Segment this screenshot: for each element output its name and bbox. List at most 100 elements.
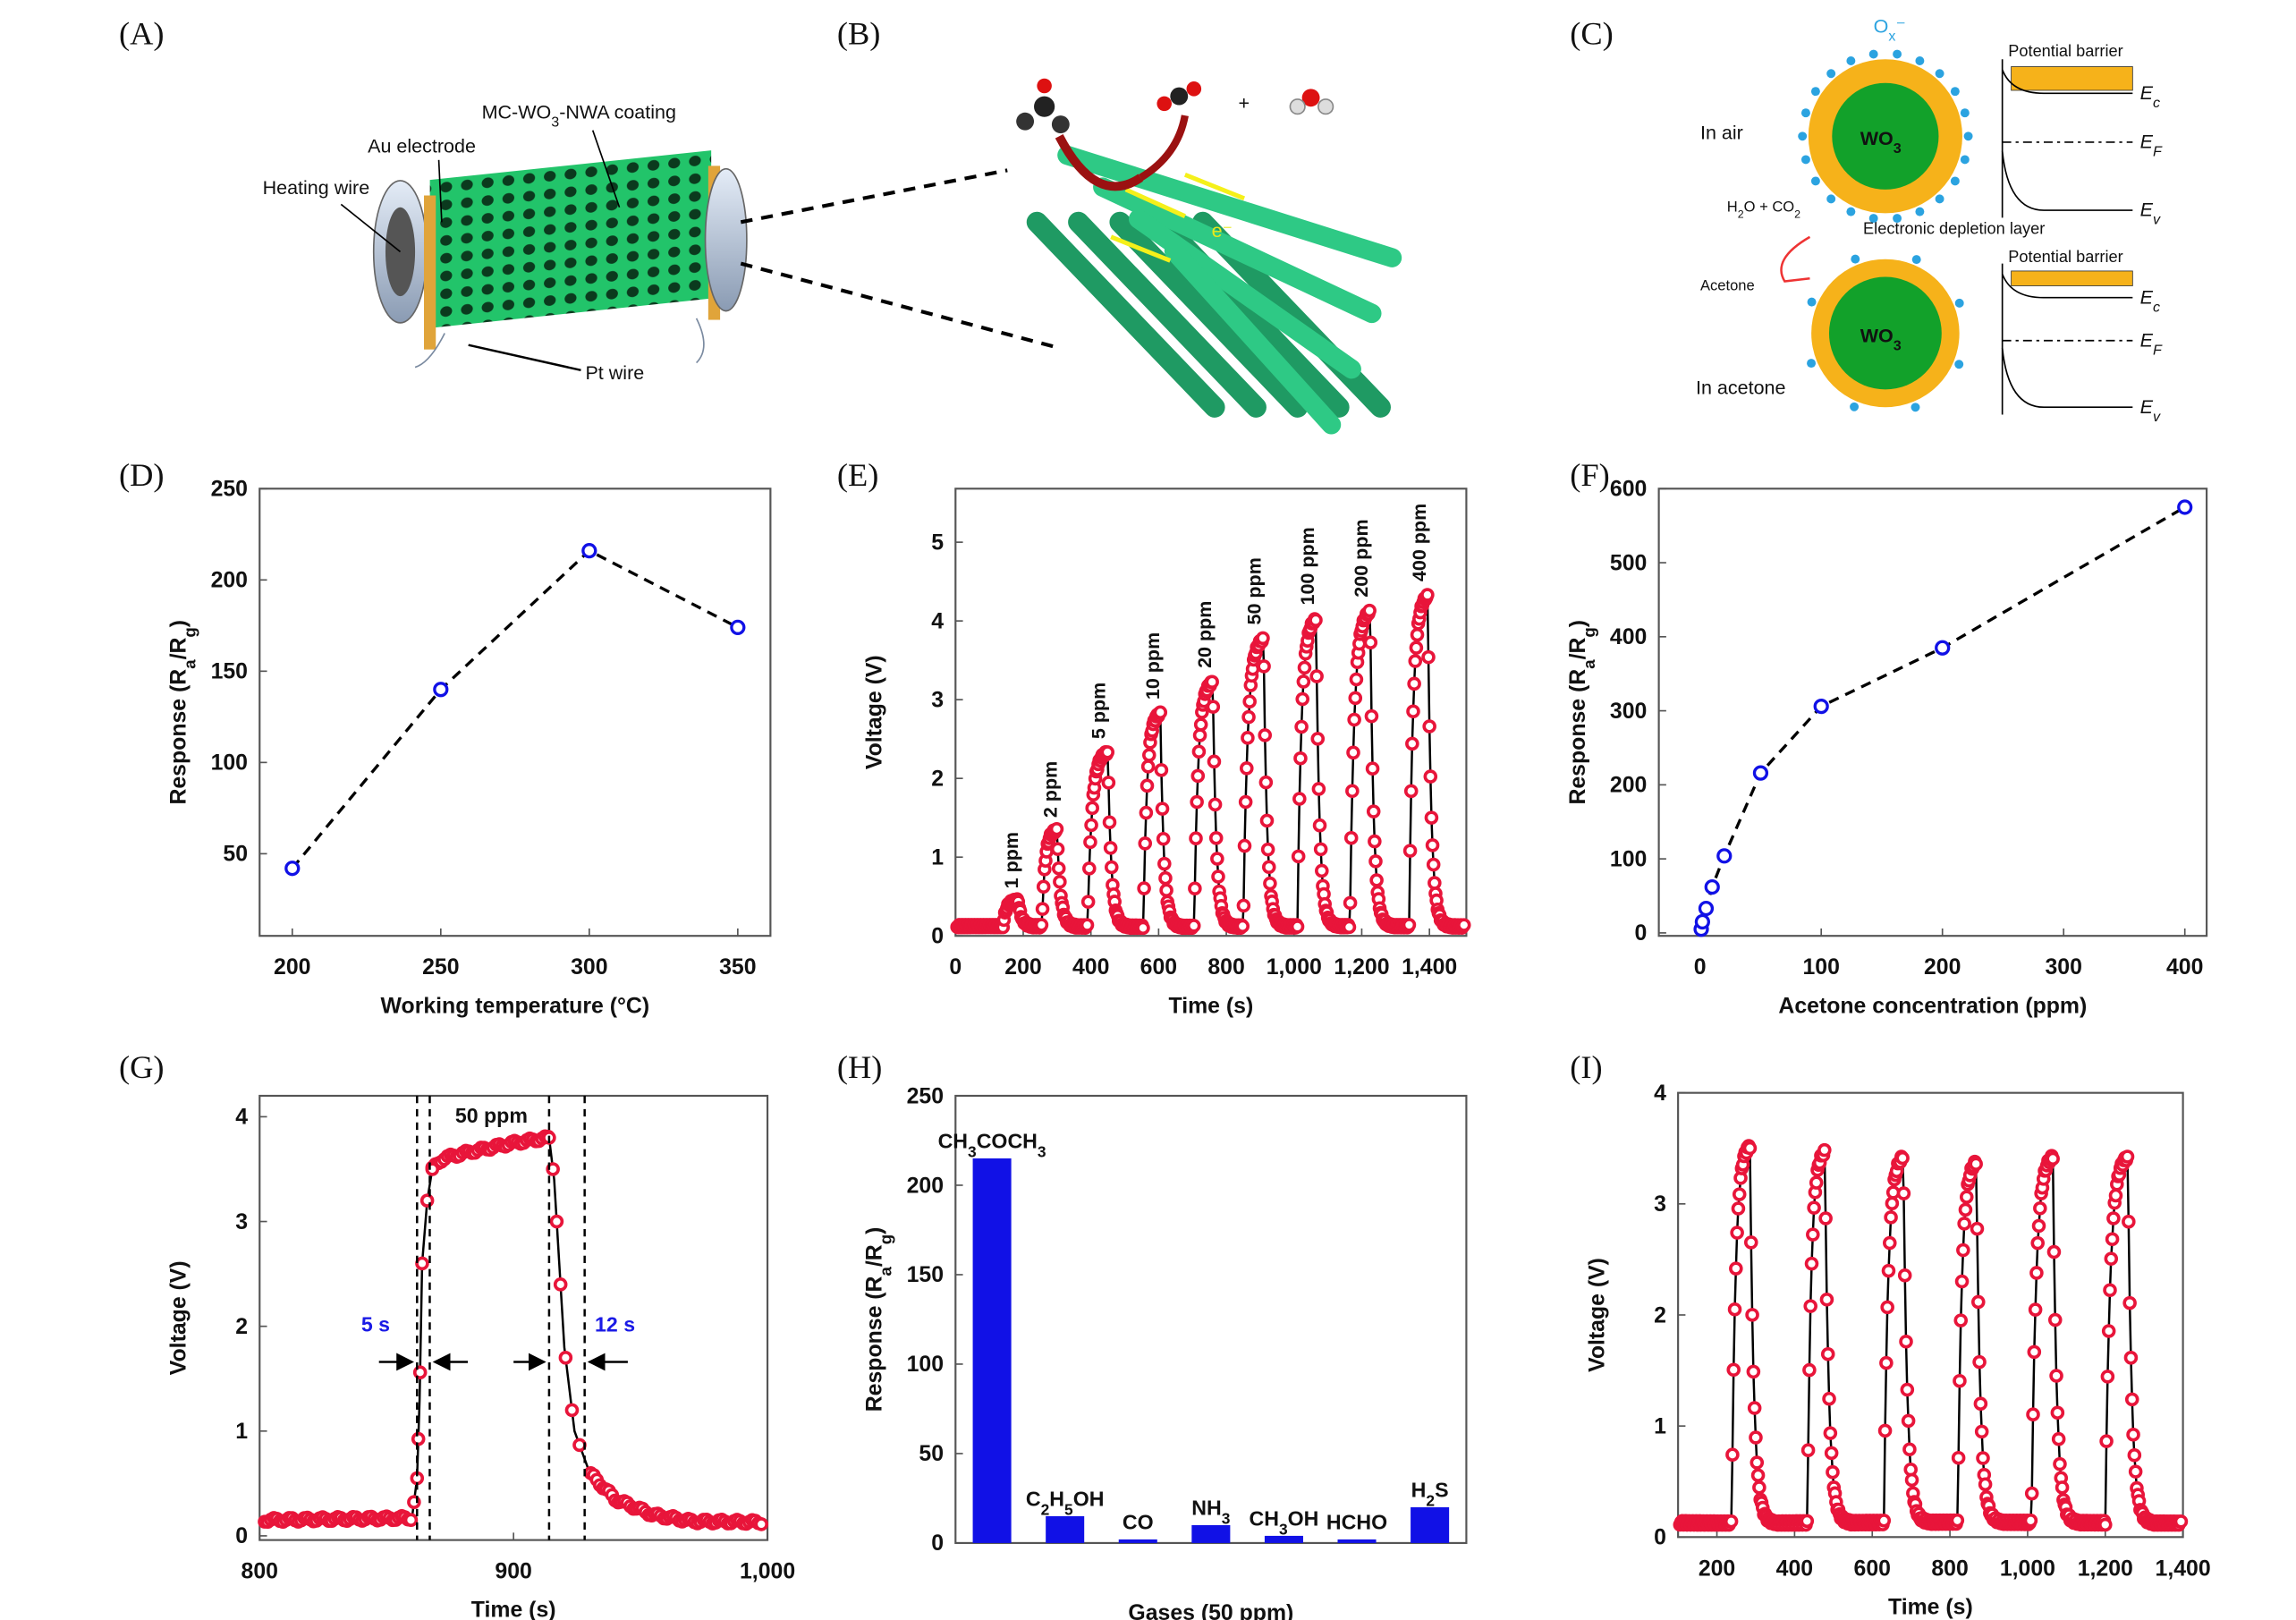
response-time-label: 5 s	[361, 1313, 390, 1336]
data-point	[1877, 1423, 1893, 1438]
data-point	[2126, 1427, 2140, 1442]
data-point	[1186, 919, 1201, 933]
data-point	[1237, 838, 1252, 853]
x-tick-label: 400	[1072, 955, 1109, 980]
data-point	[2030, 1235, 2046, 1251]
data-point	[1971, 1294, 1986, 1310]
data-point	[1752, 1480, 1766, 1495]
data-point	[2101, 1324, 2116, 1338]
data-point	[2028, 1302, 2043, 1317]
x-tick-label: 400	[1776, 1556, 1813, 1581]
data-point	[1156, 831, 1171, 846]
concentration-label: 200 ppm	[1351, 519, 1372, 597]
data-point	[1420, 588, 1435, 602]
data-point	[1750, 1455, 1765, 1470]
data-point	[1157, 856, 1172, 871]
data-point	[2049, 1369, 2063, 1383]
nanowire	[1026, 211, 1225, 418]
data-point	[572, 1438, 587, 1453]
plot-frame	[954, 1094, 1468, 1544]
data-point	[1422, 719, 1436, 734]
conduction-band	[2001, 69, 2133, 95]
data-point	[1191, 744, 1207, 759]
data-point	[1716, 848, 1733, 864]
potential-barrier	[2011, 66, 2133, 91]
data-point	[1973, 1396, 1988, 1411]
data-point	[2099, 1434, 2114, 1448]
data-point	[1343, 895, 1358, 911]
data-point	[1408, 654, 1423, 668]
oxygen-ion-icon	[1851, 254, 1860, 264]
panel-b-nanowire-array	[1026, 145, 1402, 435]
y-tick-label: 1	[1654, 1414, 1666, 1438]
in-acetone-label: In acetone	[1696, 377, 1786, 398]
x-axis-label: Time (s)	[1168, 994, 1253, 1018]
x-tick-label: 200	[1699, 1556, 1735, 1581]
panel-label-a: (A)	[119, 16, 165, 52]
panel-label-b: (B)	[837, 16, 881, 52]
data-point	[1210, 852, 1224, 866]
y-tick-label: 200	[211, 569, 248, 593]
data-point	[2027, 1344, 2042, 1360]
data-point	[564, 1403, 580, 1418]
potential-barrier	[2011, 270, 2133, 286]
y-tick-label: 0	[235, 1524, 248, 1548]
x-tick-label: 800	[241, 1560, 278, 1584]
data-point	[1974, 1424, 1989, 1439]
data-point	[1410, 627, 1425, 642]
data-point	[415, 1256, 429, 1271]
data-point	[1192, 728, 1207, 742]
oxygen-ion-icon	[1915, 56, 1925, 65]
data-point	[425, 1162, 440, 1176]
data-point	[1902, 1442, 1917, 1457]
y-axis-label: Voltage (V)	[863, 655, 887, 769]
data-point	[1425, 838, 1440, 852]
nanowire	[1068, 211, 1267, 418]
oxygen-ion-icon	[1826, 194, 1836, 204]
oxygen-ion-icon	[1807, 359, 1817, 369]
data-point	[1978, 1477, 1993, 1492]
data-point	[1035, 902, 1050, 916]
y-tick-label: 600	[1610, 478, 1647, 502]
data-point	[1817, 1142, 1832, 1158]
oxygen-ion-icon	[1954, 298, 1964, 308]
data-point	[1309, 613, 1323, 628]
oxygen-ion-icon	[1826, 69, 1836, 79]
data-point	[1100, 745, 1115, 759]
data-point	[730, 619, 746, 635]
chart-h: 0 50 100 150 200 250 Gases (50 ppm) Response (R…	[863, 1084, 1468, 1620]
nanowire	[1057, 145, 1402, 267]
bar	[1118, 1539, 1157, 1543]
data-point	[1818, 1211, 1833, 1226]
data-point	[1368, 854, 1383, 869]
data-point	[754, 1517, 769, 1531]
data-point	[2053, 1456, 2067, 1472]
chart-i: 0 1 2 3 4 200 400 600 800 1,000 1,200 1,400 Time (s)…	[1585, 1081, 2210, 1619]
data-point	[1207, 754, 1222, 769]
data-point	[1138, 836, 1153, 851]
data-point	[1310, 732, 1326, 746]
data-point	[1813, 699, 1829, 715]
x-tick-label: 0	[1694, 955, 1707, 980]
data-point	[1206, 700, 1221, 714]
data-point	[1881, 1263, 1896, 1278]
data-point	[1362, 603, 1377, 618]
data-point	[1205, 674, 1219, 690]
bar	[1264, 1535, 1303, 1543]
panel-label-c: (C)	[1570, 16, 1614, 52]
oxygen-ion-icon	[1950, 176, 1960, 186]
panel-a-sensor-illustration: MC-WO3-NWA coating Au electrode Heating …	[263, 101, 1060, 384]
data-point	[2031, 1218, 2046, 1234]
data-point	[1080, 918, 1095, 932]
chart-e: 0 1 2 3 4 5 0 200 400 600 800 1,000 1,200 1,400 Time (…	[863, 488, 1471, 1018]
data-point	[1884, 1210, 1898, 1225]
data-point	[1140, 759, 1156, 774]
oxygen-ion-icon	[1850, 402, 1860, 411]
y-tick-label: 50	[919, 1442, 944, 1466]
oxygen-ion-icon	[1960, 155, 1970, 165]
x-axis-label: Gases (50 ppm)	[1128, 1601, 1293, 1620]
data-point	[1238, 794, 1253, 810]
data-point	[1349, 672, 1364, 687]
data-point	[2173, 1514, 2189, 1529]
